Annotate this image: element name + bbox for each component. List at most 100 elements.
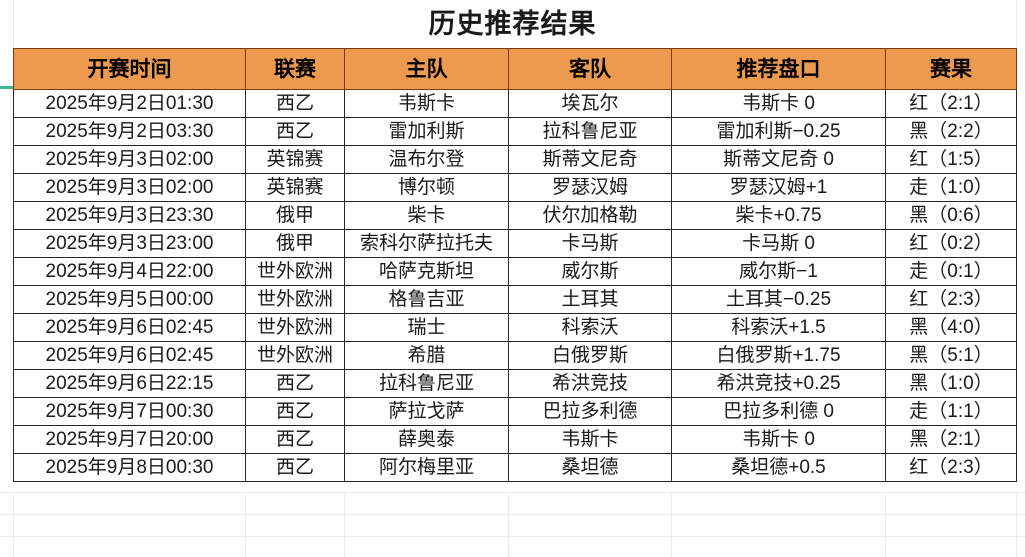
cell-home[interactable]: 博尔顿 — [344, 173, 509, 202]
cell-time[interactable]: 2025年9月4日22:00 — [13, 257, 246, 286]
cell-result[interactable]: 走（1:0） — [885, 173, 1017, 202]
cell-away[interactable]: 埃瓦尔 — [508, 89, 672, 118]
cell-home[interactable]: 格鲁吉亚 — [344, 285, 509, 314]
column-header-line[interactable]: 推荐盘口 — [671, 48, 886, 90]
cell-league[interactable]: 英锦赛 — [245, 173, 345, 202]
cell-league[interactable]: 西乙 — [245, 89, 345, 118]
table-row[interactable]: 2025年9月3日02:00 英锦赛 博尔顿 罗瑟汉姆 罗瑟汉姆+1 走（1:0） — [13, 173, 1017, 202]
table-row[interactable]: 2025年9月4日22:00 世外欧洲 哈萨克斯坦 威尔斯 威尔斯−1 走（0:1） — [13, 257, 1017, 286]
table-row[interactable]: 2025年9月3日02:00 英锦赛 温布尔登 斯蒂文尼奇 斯蒂文尼奇 0 红（1:5） — [13, 145, 1017, 174]
cell-away[interactable]: 希洪竞技 — [508, 369, 672, 398]
cell-home[interactable]: 雷加利斯 — [344, 117, 509, 146]
table-row[interactable]: 2025年9月3日23:30 俄甲 柴卡 伏尔加格勒 柴卡+0.75 黑（0:6） — [13, 201, 1017, 230]
cell-league[interactable]: 西乙 — [245, 369, 345, 398]
table-row[interactable]: 2025年9月2日01:30 西乙 韦斯卡 埃瓦尔 韦斯卡 0 红（2:1） — [13, 89, 1017, 118]
cell-result[interactable]: 黑（1:0） — [885, 369, 1017, 398]
column-header-result[interactable]: 赛果 — [885, 48, 1017, 90]
cell-result[interactable]: 走（1:1） — [885, 397, 1017, 426]
cell-home[interactable]: 索科尔萨拉托夫 — [344, 229, 509, 258]
table-row[interactable]: 2025年9月7日00:30 西乙 萨拉戈萨 巴拉多利德 巴拉多利德 0 走（1:1） — [13, 397, 1017, 426]
cell-league[interactable]: 西乙 — [245, 117, 345, 146]
cell-time[interactable]: 2025年9月6日02:45 — [13, 341, 246, 370]
cell-line[interactable]: 巴拉多利德 0 — [671, 397, 886, 426]
cell-league[interactable]: 世外欧洲 — [245, 341, 345, 370]
cell-home[interactable]: 希腊 — [344, 341, 509, 370]
cell-home[interactable]: 瑞士 — [344, 313, 509, 342]
cell-away[interactable]: 卡马斯 — [508, 229, 672, 258]
cell-result[interactable]: 走（0:1） — [885, 257, 1017, 286]
cell-time[interactable]: 2025年9月3日23:30 — [13, 201, 246, 230]
cell-time[interactable]: 2025年9月3日02:00 — [13, 173, 246, 202]
cell-time[interactable]: 2025年9月7日00:30 — [13, 397, 246, 426]
cell-home[interactable]: 温布尔登 — [344, 145, 509, 174]
cell-league[interactable]: 西乙 — [245, 425, 345, 454]
cell-time[interactable]: 2025年9月3日02:00 — [13, 145, 246, 174]
cell-away[interactable]: 桑坦德 — [508, 453, 672, 482]
cell-result[interactable]: 黑（2:1） — [885, 425, 1017, 454]
table-row[interactable]: 2025年9月6日02:45 世外欧洲 希腊 白俄罗斯 白俄罗斯+1.75 黑（5:1） — [13, 341, 1017, 370]
cell-league[interactable]: 英锦赛 — [245, 145, 345, 174]
table-row[interactable]: 2025年9月5日00:00 世外欧洲 格鲁吉亚 土耳其 土耳其−0.25 红（2:3） — [13, 285, 1017, 314]
table-row[interactable]: 2025年9月6日22:15 西乙 拉科鲁尼亚 希洪竞技 希洪竞技+0.25 黑（1:0） — [13, 369, 1017, 398]
cell-line[interactable]: 柴卡+0.75 — [671, 201, 886, 230]
table-row[interactable]: 2025年9月7日20:00 西乙 薛奥泰 韦斯卡 韦斯卡 0 黑（2:1） — [13, 425, 1017, 454]
cell-line[interactable]: 韦斯卡 0 — [671, 425, 886, 454]
cell-time[interactable]: 2025年9月7日20:00 — [13, 425, 246, 454]
cell-away[interactable]: 韦斯卡 — [508, 425, 672, 454]
cell-league[interactable]: 西乙 — [245, 453, 345, 482]
cell-result[interactable]: 红（2:3） — [885, 453, 1017, 482]
cell-time[interactable]: 2025年9月5日00:00 — [13, 285, 246, 314]
cell-away[interactable]: 罗瑟汉姆 — [508, 173, 672, 202]
cell-away[interactable]: 巴拉多利德 — [508, 397, 672, 426]
cell-away[interactable]: 伏尔加格勒 — [508, 201, 672, 230]
cell-time[interactable]: 2025年9月2日01:30 — [13, 89, 246, 118]
table-row[interactable]: 2025年9月2日03:30 西乙 雷加利斯 拉科鲁尼亚 雷加利斯−0.25 黑（2:2） — [13, 117, 1017, 146]
cell-home[interactable]: 柴卡 — [344, 201, 509, 230]
cell-league[interactable]: 俄甲 — [245, 229, 345, 258]
cell-result[interactable]: 黑（4:0） — [885, 313, 1017, 342]
cell-line[interactable]: 罗瑟汉姆+1 — [671, 173, 886, 202]
cell-home[interactable]: 薛奥泰 — [344, 425, 509, 454]
cell-league[interactable]: 世外欧洲 — [245, 285, 345, 314]
cell-result[interactable]: 红（2:3） — [885, 285, 1017, 314]
cell-line[interactable]: 雷加利斯−0.25 — [671, 117, 886, 146]
cell-league[interactable]: 俄甲 — [245, 201, 345, 230]
cell-time[interactable]: 2025年9月8日00:30 — [13, 453, 246, 482]
column-header-league[interactable]: 联赛 — [245, 48, 345, 90]
cell-league[interactable]: 世外欧洲 — [245, 257, 345, 286]
cell-time[interactable]: 2025年9月6日22:15 — [13, 369, 246, 398]
cell-line[interactable]: 土耳其−0.25 — [671, 285, 886, 314]
cell-line[interactable]: 威尔斯−1 — [671, 257, 886, 286]
column-header-time[interactable]: 开赛时间 — [13, 48, 246, 90]
cell-time[interactable]: 2025年9月2日03:30 — [13, 117, 246, 146]
cell-result[interactable]: 黑（5:1） — [885, 341, 1017, 370]
cell-line[interactable]: 韦斯卡 0 — [671, 89, 886, 118]
cell-line[interactable]: 卡马斯 0 — [671, 229, 886, 258]
cell-result[interactable]: 黑（2:2） — [885, 117, 1017, 146]
cell-line[interactable]: 桑坦德+0.5 — [671, 453, 886, 482]
table-row[interactable]: 2025年9月6日02:45 世外欧洲 瑞士 科索沃 科索沃+1.5 黑（4:0） — [13, 313, 1017, 342]
cell-away[interactable]: 拉科鲁尼亚 — [508, 117, 672, 146]
cell-league[interactable]: 世外欧洲 — [245, 313, 345, 342]
cell-line[interactable]: 白俄罗斯+1.75 — [671, 341, 886, 370]
cell-league[interactable]: 西乙 — [245, 397, 345, 426]
cell-result[interactable]: 红（0:2） — [885, 229, 1017, 258]
cell-result[interactable]: 黑（0:6） — [885, 201, 1017, 230]
column-header-away[interactable]: 客队 — [508, 48, 672, 90]
cell-away[interactable]: 土耳其 — [508, 285, 672, 314]
cell-time[interactable]: 2025年9月3日23:00 — [13, 229, 246, 258]
table-row[interactable]: 2025年9月3日23:00 俄甲 索科尔萨拉托夫 卡马斯 卡马斯 0 红（0:2） — [13, 229, 1017, 258]
cell-time[interactable]: 2025年9月6日02:45 — [13, 313, 246, 342]
column-header-home[interactable]: 主队 — [344, 48, 509, 90]
cell-home[interactable]: 哈萨克斯坦 — [344, 257, 509, 286]
cell-away[interactable]: 斯蒂文尼奇 — [508, 145, 672, 174]
cell-line[interactable]: 希洪竞技+0.25 — [671, 369, 886, 398]
table-row[interactable]: 2025年9月8日00:30 西乙 阿尔梅里亚 桑坦德 桑坦德+0.5 红（2:3） — [13, 453, 1017, 482]
cell-away[interactable]: 科索沃 — [508, 313, 672, 342]
cell-away[interactable]: 白俄罗斯 — [508, 341, 672, 370]
cell-home[interactable]: 萨拉戈萨 — [344, 397, 509, 426]
cell-home[interactable]: 韦斯卡 — [344, 89, 509, 118]
cell-home[interactable]: 阿尔梅里亚 — [344, 453, 509, 482]
cell-home[interactable]: 拉科鲁尼亚 — [344, 369, 509, 398]
cell-away[interactable]: 威尔斯 — [508, 257, 672, 286]
